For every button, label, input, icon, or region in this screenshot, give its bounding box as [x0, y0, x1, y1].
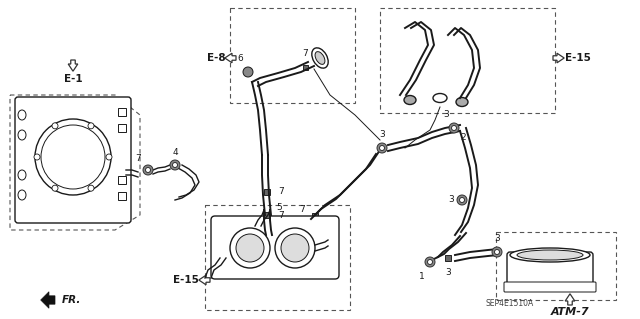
Bar [312, 213, 317, 219]
Text: 4: 4 [172, 148, 178, 157]
Circle shape [380, 145, 385, 151]
Text: 3: 3 [443, 110, 449, 119]
Circle shape [34, 154, 40, 160]
Ellipse shape [312, 48, 328, 68]
Bar [496, 232, 616, 300]
Ellipse shape [404, 95, 416, 105]
Circle shape [106, 154, 112, 160]
Ellipse shape [433, 93, 447, 102]
Circle shape [460, 197, 465, 203]
FancyBboxPatch shape [507, 252, 593, 290]
Polygon shape [41, 292, 55, 308]
Circle shape [495, 249, 499, 255]
Circle shape [377, 143, 387, 153]
Polygon shape [553, 53, 564, 63]
Ellipse shape [315, 52, 325, 64]
Ellipse shape [18, 110, 26, 120]
Text: 3: 3 [494, 234, 500, 243]
Circle shape [35, 119, 111, 195]
Text: ATM-7: ATM-7 [550, 307, 589, 317]
Text: 3: 3 [445, 268, 451, 277]
FancyBboxPatch shape [504, 282, 596, 292]
Polygon shape [225, 53, 236, 63]
Bar [380, 8, 555, 113]
Bar [118, 108, 126, 116]
Text: 7: 7 [278, 211, 284, 219]
Text: 6: 6 [237, 54, 243, 63]
Text: 2: 2 [460, 133, 466, 143]
Text: 3: 3 [379, 130, 385, 139]
Polygon shape [68, 60, 78, 71]
Circle shape [230, 228, 270, 268]
Circle shape [243, 67, 253, 77]
Bar [118, 176, 126, 184]
Circle shape [41, 125, 105, 189]
Circle shape [428, 259, 433, 264]
Ellipse shape [18, 190, 26, 200]
Ellipse shape [18, 130, 26, 140]
Text: 1: 1 [419, 272, 425, 281]
Text: 7: 7 [135, 154, 141, 163]
Circle shape [170, 160, 180, 170]
Ellipse shape [456, 98, 468, 107]
Circle shape [451, 125, 456, 130]
Text: FR.: FR. [62, 295, 81, 305]
Circle shape [492, 247, 502, 257]
Circle shape [425, 257, 435, 267]
Text: 3: 3 [448, 196, 454, 204]
Text: E-8: E-8 [207, 53, 226, 63]
Bar [230, 8, 355, 103]
Circle shape [52, 185, 58, 191]
Text: 7: 7 [300, 205, 305, 214]
Text: 5: 5 [276, 203, 282, 211]
Circle shape [281, 234, 309, 262]
FancyBboxPatch shape [211, 216, 339, 279]
Bar [118, 192, 126, 200]
Circle shape [52, 123, 58, 129]
Text: 7: 7 [302, 49, 308, 58]
Circle shape [143, 165, 153, 175]
Bar [264, 212, 269, 218]
Text: SEP4E1510A: SEP4E1510A [486, 299, 534, 308]
Circle shape [457, 195, 467, 205]
Bar [205, 205, 350, 310]
Ellipse shape [18, 170, 26, 180]
Text: E-15: E-15 [565, 53, 591, 63]
Ellipse shape [517, 250, 583, 260]
Circle shape [449, 123, 459, 133]
Bar [445, 255, 451, 261]
Circle shape [275, 228, 315, 268]
FancyBboxPatch shape [15, 97, 131, 223]
Circle shape [145, 167, 150, 173]
Polygon shape [565, 294, 575, 305]
Bar [264, 189, 269, 195]
Text: E-15: E-15 [173, 275, 199, 285]
Text: E-1: E-1 [64, 74, 83, 84]
Circle shape [173, 162, 177, 167]
Bar [118, 124, 126, 132]
Circle shape [88, 185, 94, 191]
Ellipse shape [510, 248, 590, 262]
Circle shape [236, 234, 264, 262]
Text: 7: 7 [278, 188, 284, 197]
Circle shape [88, 123, 94, 129]
Polygon shape [199, 275, 210, 285]
Bar [303, 64, 307, 70]
